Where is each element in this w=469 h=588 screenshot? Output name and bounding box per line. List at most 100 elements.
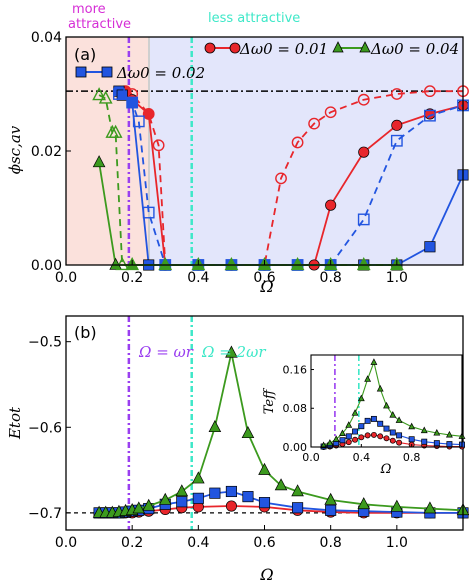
data-point: [225, 345, 238, 358]
data-point: [113, 88, 125, 100]
panel-b-ticks: 0.0 0.2 0.4 0.6 0.8 1.0 −0.7 −0.6 −0.5: [28, 335, 408, 551]
data-point: [377, 420, 384, 427]
more-attractive-label: more attractive: [68, 2, 131, 32]
data-point: [192, 492, 204, 504]
y-tick-label: 0.02: [31, 144, 62, 160]
x-tick-label: 0.0: [55, 270, 77, 286]
y-tick-label: −0.7: [28, 506, 62, 522]
inset-ylabel: Teff: [262, 387, 277, 414]
x-tick-label: 0.4: [187, 270, 209, 286]
panel-b-vlines: [127, 316, 193, 530]
inset-series: [320, 358, 466, 450]
data-point: [390, 134, 403, 147]
data-point: [225, 485, 237, 498]
data-point: [383, 435, 390, 442]
data-point: [325, 199, 337, 211]
data-point: [357, 394, 365, 402]
data-point: [358, 423, 365, 430]
data-point: [389, 256, 404, 271]
panel-a-ylabel: ϕsc,av: [6, 125, 24, 174]
data-point: [191, 256, 206, 271]
data-point: [152, 139, 165, 152]
data-point: [396, 432, 403, 439]
inset-frame: [310, 354, 463, 448]
x-tick-label: 0.2: [121, 535, 143, 551]
data-point: [356, 256, 371, 271]
data-point: [421, 438, 428, 445]
legend-entry-green: Δω0 = 0.04: [332, 40, 459, 58]
panel-a-label: (a): [74, 45, 96, 64]
data-point: [395, 416, 403, 423]
data-point: [424, 241, 436, 253]
series-green: [320, 358, 466, 449]
x-tick-label: 0.2: [121, 270, 143, 286]
data-point: [352, 436, 358, 443]
more-attractive-line1: more: [72, 2, 106, 17]
omega-wr-label: Ω = ωr: [138, 343, 194, 361]
data-point: [345, 433, 352, 440]
data-point: [323, 256, 338, 271]
panel-b-series: [92, 345, 469, 519]
data-point: [176, 496, 188, 508]
data-point: [224, 256, 239, 271]
data-point: [98, 90, 113, 104]
data-point: [364, 417, 371, 424]
x-tick-label: 1.0: [386, 270, 408, 286]
data-point: [291, 136, 304, 149]
data-point: [132, 115, 145, 128]
more-attractive-line2: attractive: [68, 17, 131, 32]
data-point: [433, 440, 440, 447]
data-point: [389, 429, 396, 436]
legend-marker-blue: [101, 66, 113, 78]
data-point: [142, 108, 155, 120]
data-point: [115, 256, 130, 271]
data-point: [108, 124, 123, 138]
data-point: [320, 441, 328, 449]
data-point: [225, 500, 237, 512]
data-point: [391, 119, 403, 131]
data-point: [292, 502, 304, 514]
series-line: [125, 90, 463, 266]
data-point: [125, 256, 140, 271]
data-point: [308, 117, 321, 130]
data-point: [423, 501, 437, 514]
panel-a-ticks: 0.0 0.2 0.4 0.6 0.8 1.0 0.00 0.02 0.04: [31, 30, 408, 286]
y-tick-label: 0.08: [283, 402, 308, 415]
legend-marker-red: [229, 42, 241, 54]
data-point: [424, 85, 436, 98]
data-point: [377, 433, 384, 440]
data-point: [209, 487, 221, 499]
data-point: [408, 436, 415, 443]
data-point: [424, 109, 436, 122]
inset: 0.0 0.4 0.8 0.00 0.08 0.16 Ω Teff: [262, 354, 466, 477]
data-point: [324, 492, 337, 505]
legend-marker-blue: [75, 66, 87, 78]
data-point: [364, 432, 371, 439]
data-point: [446, 441, 453, 448]
data-point: [291, 484, 304, 497]
panel-b: 0.0 0.2 0.4 0.6 0.8 1.0 −0.7 −0.6 −0.5 (b) Ω = ω…: [6, 315, 469, 584]
data-point: [325, 504, 337, 516]
legend-label-red: Δω0 = 0.01: [239, 40, 328, 58]
less-attractive-label: less attractive: [208, 11, 300, 26]
data-point: [258, 462, 271, 475]
data-point: [383, 401, 390, 409]
inset-xlabel: Ω: [380, 462, 392, 477]
data-point: [339, 437, 346, 444]
data-point: [420, 426, 428, 434]
legend-marker-green: [359, 41, 371, 53]
data-point: [389, 411, 397, 418]
legend-marker-green: [332, 41, 344, 53]
data-point: [258, 497, 271, 509]
legend: Δω0 = 0.01 Δω0 = 0.04 Δω0 = 0.02: [75, 40, 459, 82]
data-point: [351, 409, 359, 416]
series-green-dashed: [92, 87, 404, 271]
data-point: [389, 437, 396, 444]
data-point: [132, 501, 146, 514]
y-tick-label: 0.00: [31, 258, 62, 274]
data-point: [274, 478, 288, 491]
panel-b-xlabel: Ω: [259, 565, 273, 584]
legend-label-green: Δω0 = 0.04: [370, 40, 459, 58]
data-point: [357, 497, 371, 510]
